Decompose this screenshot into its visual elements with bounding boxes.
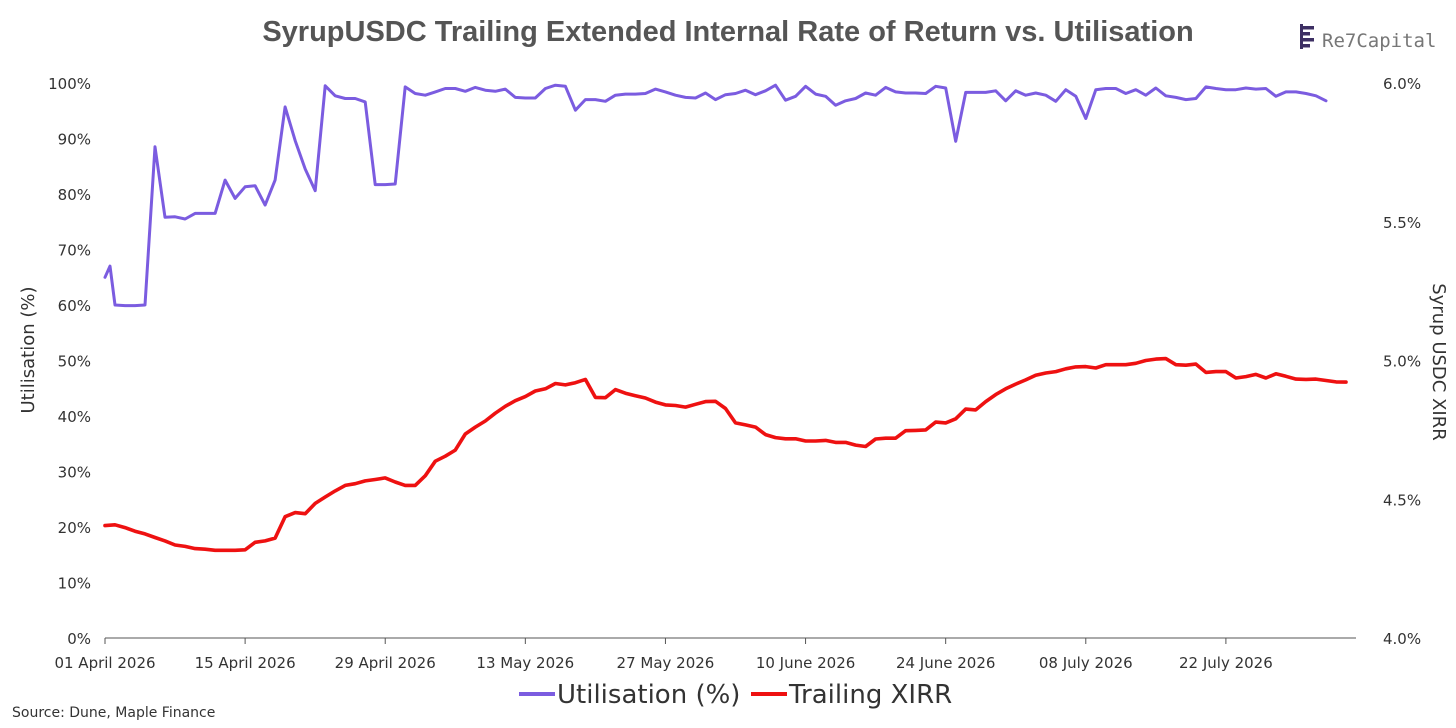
x-tick-label: 13 May 2026: [476, 654, 574, 672]
brand-mark-stem: [1300, 24, 1303, 49]
brand-logo: Re7Capital: [1300, 24, 1436, 52]
y-left-tick-label: 100%: [48, 75, 91, 93]
x-tick-label: 01 April 2026: [54, 654, 155, 672]
y-right-tick-label: 4.5%: [1383, 491, 1421, 509]
brand-mark-bar: [1301, 38, 1314, 42]
legend-label: Trailing XIRR: [788, 680, 952, 710]
series-line-xirr: [103, 356, 1348, 553]
y-right-tick-label: 4.0%: [1383, 630, 1421, 648]
legend: Utilisation (%) Trailing XIRR: [519, 680, 952, 710]
source-note: Source: Dune, Maple Finance: [12, 705, 215, 721]
x-tick-label: 15 April 2026: [195, 654, 296, 672]
y-left-tick-label: 0%: [67, 630, 91, 648]
y-axis-right: 4.0% 4.5% 5.0% 5.5% 6.0%: [1383, 75, 1421, 648]
y-axis-right-title: Syrup USDC XIRR: [1428, 283, 1449, 440]
legend-label: Utilisation (%): [557, 680, 740, 710]
y-left-tick-label: 20%: [58, 519, 91, 537]
y-left-tick-label: 80%: [58, 186, 91, 204]
series-line-utilisation: [103, 83, 1328, 308]
brand-mark-icon: [1300, 24, 1314, 49]
y-right-tick-label: 5.5%: [1383, 214, 1421, 232]
x-tick-label: 10 June 2026: [756, 654, 855, 672]
y-right-tick-label: 6.0%: [1383, 75, 1421, 93]
y-axis-left: 0% 10% 20% 30% 40% 50% 60% 70% 80% 90% 100%: [48, 75, 91, 648]
x-tick-label: 27 May 2026: [617, 654, 715, 672]
brand-name: Re7Capital: [1322, 30, 1436, 52]
y-left-tick-label: 60%: [58, 297, 91, 315]
brand-mark-bar: [1301, 44, 1310, 48]
x-tick-label: 29 April 2026: [335, 654, 436, 672]
y-left-tick-label: 10%: [58, 575, 91, 593]
series-layer: [103, 83, 1348, 553]
x-tick-label: 22 July 2026: [1179, 654, 1273, 672]
brand-mark-bar: [1301, 32, 1310, 36]
y-left-tick-label: 50%: [58, 353, 91, 371]
x-axis: 01 April 2026 15 April 2026 29 April 2026 1…: [54, 638, 1273, 672]
y-left-tick-label: 70%: [58, 242, 91, 260]
x-tick-label: 24 June 2026: [896, 654, 995, 672]
brand-mark-bar: [1301, 26, 1314, 30]
y-left-tick-label: 30%: [58, 464, 91, 482]
y-axis-left-title: Utilisation (%): [18, 287, 39, 414]
chart-title: SyrupUSDC Trailing Extended Internal Rat…: [262, 16, 1193, 48]
y-left-tick-label: 90%: [58, 131, 91, 149]
y-right-tick-label: 5.0%: [1383, 353, 1421, 371]
x-tick-label: 08 July 2026: [1039, 654, 1133, 672]
y-left-tick-label: 40%: [58, 408, 91, 426]
